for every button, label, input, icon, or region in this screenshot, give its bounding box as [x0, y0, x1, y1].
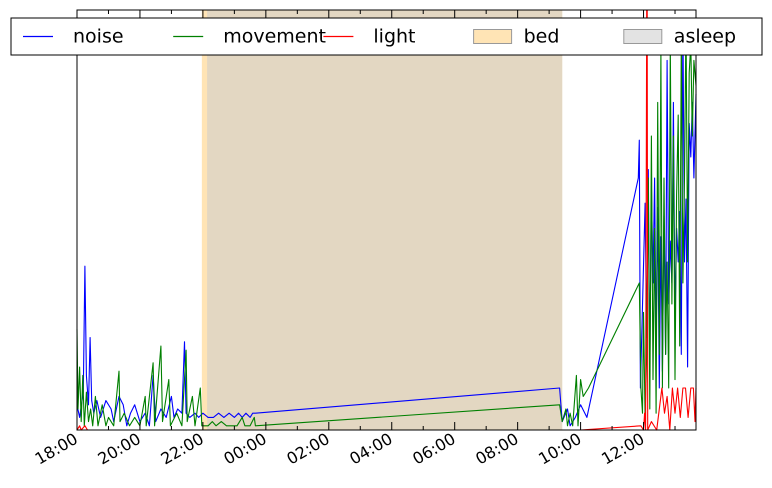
band-asleep [207, 10, 563, 430]
legend-label-noise: noise [73, 26, 124, 48]
legend: noise movement light bed asleep [10, 17, 763, 56]
legend-swatch-asleep [623, 29, 663, 44]
x-tick-labels: 18:00 20:00 22:00 00:00 02:00 04:00 06:00 08:00… [32, 429, 648, 469]
x-tick-label: 18:00 [32, 429, 81, 469]
legend-label-movement: movement [223, 26, 326, 48]
x-tick-label: 02:00 [283, 429, 332, 469]
x-tick-label: 22:00 [157, 429, 206, 469]
legend-items: noise movement light bed asleep [23, 26, 736, 48]
x-tick-label: 12:00 [598, 429, 647, 469]
legend-label-asleep: asleep [674, 26, 736, 48]
legend-label-bed: bed [524, 26, 560, 48]
plot-frame [76, 9, 697, 431]
legend-swatch-bed [473, 29, 513, 44]
ticks-layer [76, 10, 676, 430]
series-line-movement [76, 17, 697, 427]
x-tick-label: 00:00 [220, 429, 269, 469]
x-tick-label: 08:00 [472, 429, 521, 469]
x-tick-label: 06:00 [409, 429, 458, 469]
bands-layer [201, 10, 563, 430]
x-tick-label: 20:00 [95, 429, 144, 469]
legend-label-light: light [373, 26, 415, 48]
x-tick-label: 04:00 [346, 429, 395, 469]
x-tick-label: 10:00 [535, 429, 584, 469]
